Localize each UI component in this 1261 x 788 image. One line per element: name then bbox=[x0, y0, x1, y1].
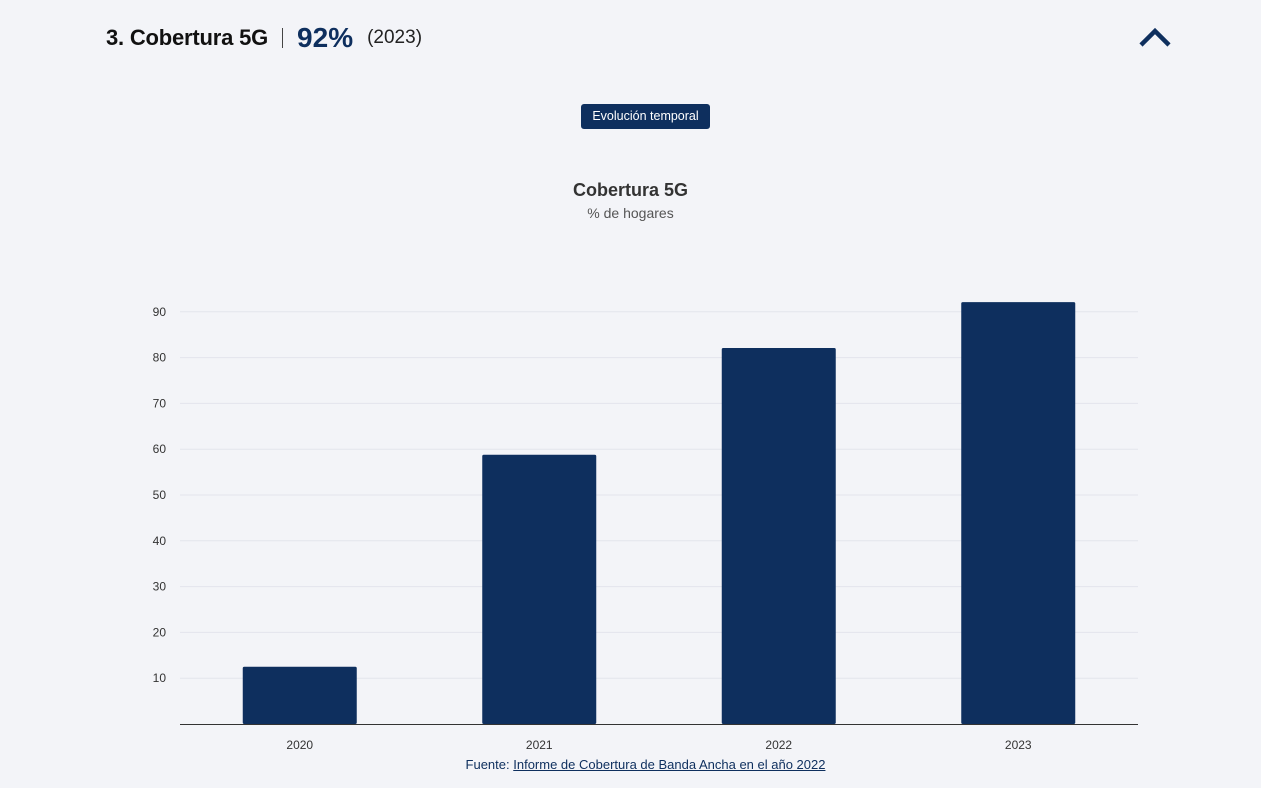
y-tick-label: 40 bbox=[153, 534, 167, 548]
section-header: 3. Cobertura 5G 92% (2023) bbox=[106, 18, 422, 58]
bar-2020 bbox=[242, 666, 357, 724]
headline-year: (2023) bbox=[367, 27, 423, 48]
y-tick-label: 20 bbox=[153, 625, 167, 639]
bar-2023 bbox=[961, 302, 1076, 724]
chart-subtitle: % de hogares bbox=[587, 205, 674, 221]
y-tick-label: 30 bbox=[153, 580, 167, 594]
x-tick-label: 2022 bbox=[765, 738, 792, 752]
x-tick-label: 2020 bbox=[286, 738, 313, 752]
y-tick-label: 60 bbox=[153, 442, 167, 456]
section-title: 3. Cobertura 5G bbox=[106, 25, 269, 50]
chart-title: Cobertura 5G bbox=[572, 180, 689, 200]
collapse-button[interactable] bbox=[1136, 22, 1174, 52]
y-tick-label: 10 bbox=[153, 671, 167, 685]
y-tick-label: 70 bbox=[153, 396, 167, 410]
y-tick-label: 90 bbox=[153, 305, 167, 319]
headline-value: 92% bbox=[297, 22, 354, 53]
source-prefix: Fuente: bbox=[465, 757, 514, 772]
source-note: Fuente: Informe de Cobertura de Banda An… bbox=[0, 757, 1261, 772]
chevron-up-icon bbox=[1139, 27, 1171, 47]
x-tick-label: 2023 bbox=[1005, 738, 1032, 752]
title-divider bbox=[282, 28, 284, 48]
y-tick-label: 80 bbox=[153, 351, 167, 365]
x-tick-label: 2021 bbox=[526, 738, 553, 752]
tab-evolucion-temporal[interactable]: Evolución temporal bbox=[581, 104, 710, 129]
bar-2021 bbox=[482, 454, 597, 724]
source-link[interactable]: Informe de Cobertura de Banda Ancha en e… bbox=[513, 757, 826, 772]
bar-2022 bbox=[721, 347, 836, 724]
y-tick-label: 50 bbox=[153, 488, 167, 502]
